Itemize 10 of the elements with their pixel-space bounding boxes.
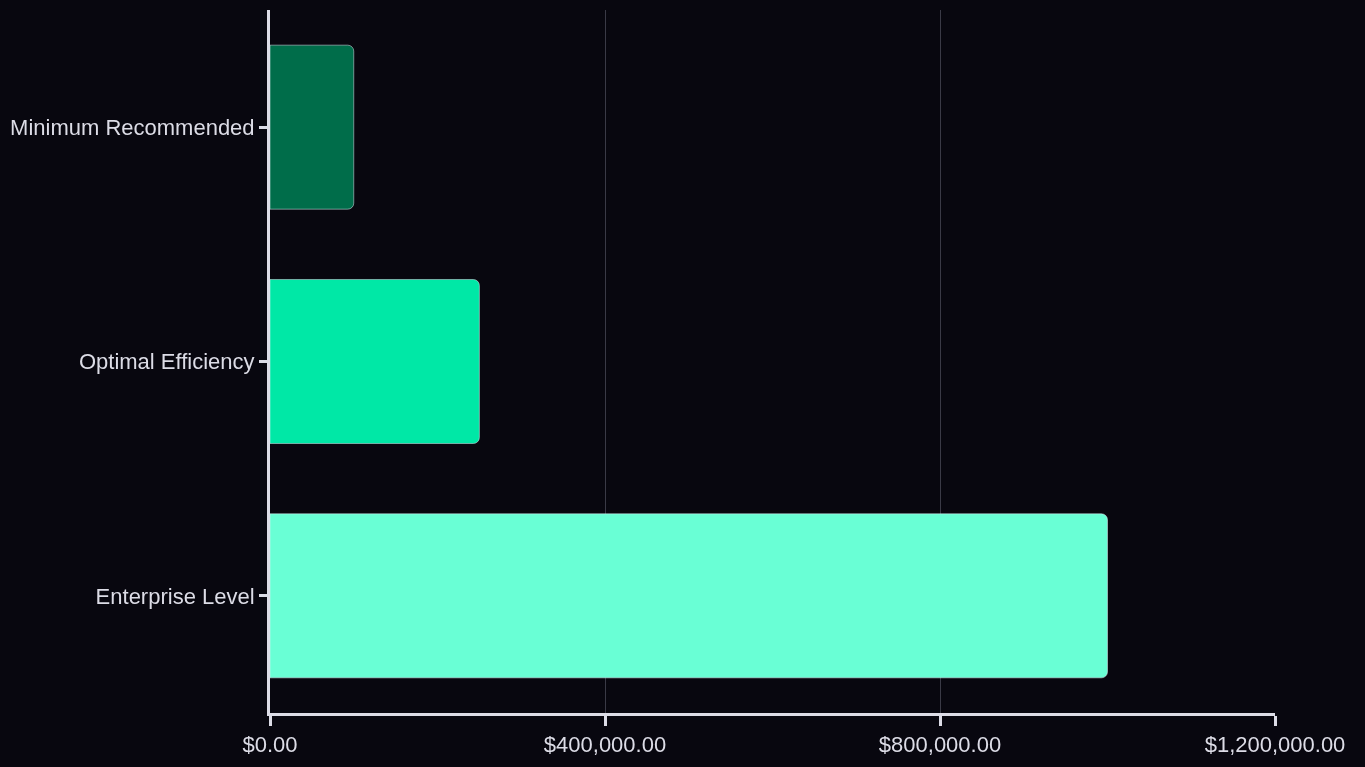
- x-tick-label: $400,000.00: [543, 732, 667, 758]
- y-tick-label: Minimum Recommended: [10, 114, 255, 140]
- y-tick-label: Enterprise Level: [95, 583, 255, 609]
- bar: [270, 279, 480, 444]
- y-tick-label: Optimal Efficiency: [78, 349, 255, 375]
- x-tick-label: $0.00: [242, 732, 298, 758]
- bar: [270, 513, 1108, 679]
- x-tick-label: $800,000.00: [878, 732, 1002, 758]
- x-tick-label: $1,200,000.00: [1204, 732, 1346, 758]
- bar: [270, 44, 354, 210]
